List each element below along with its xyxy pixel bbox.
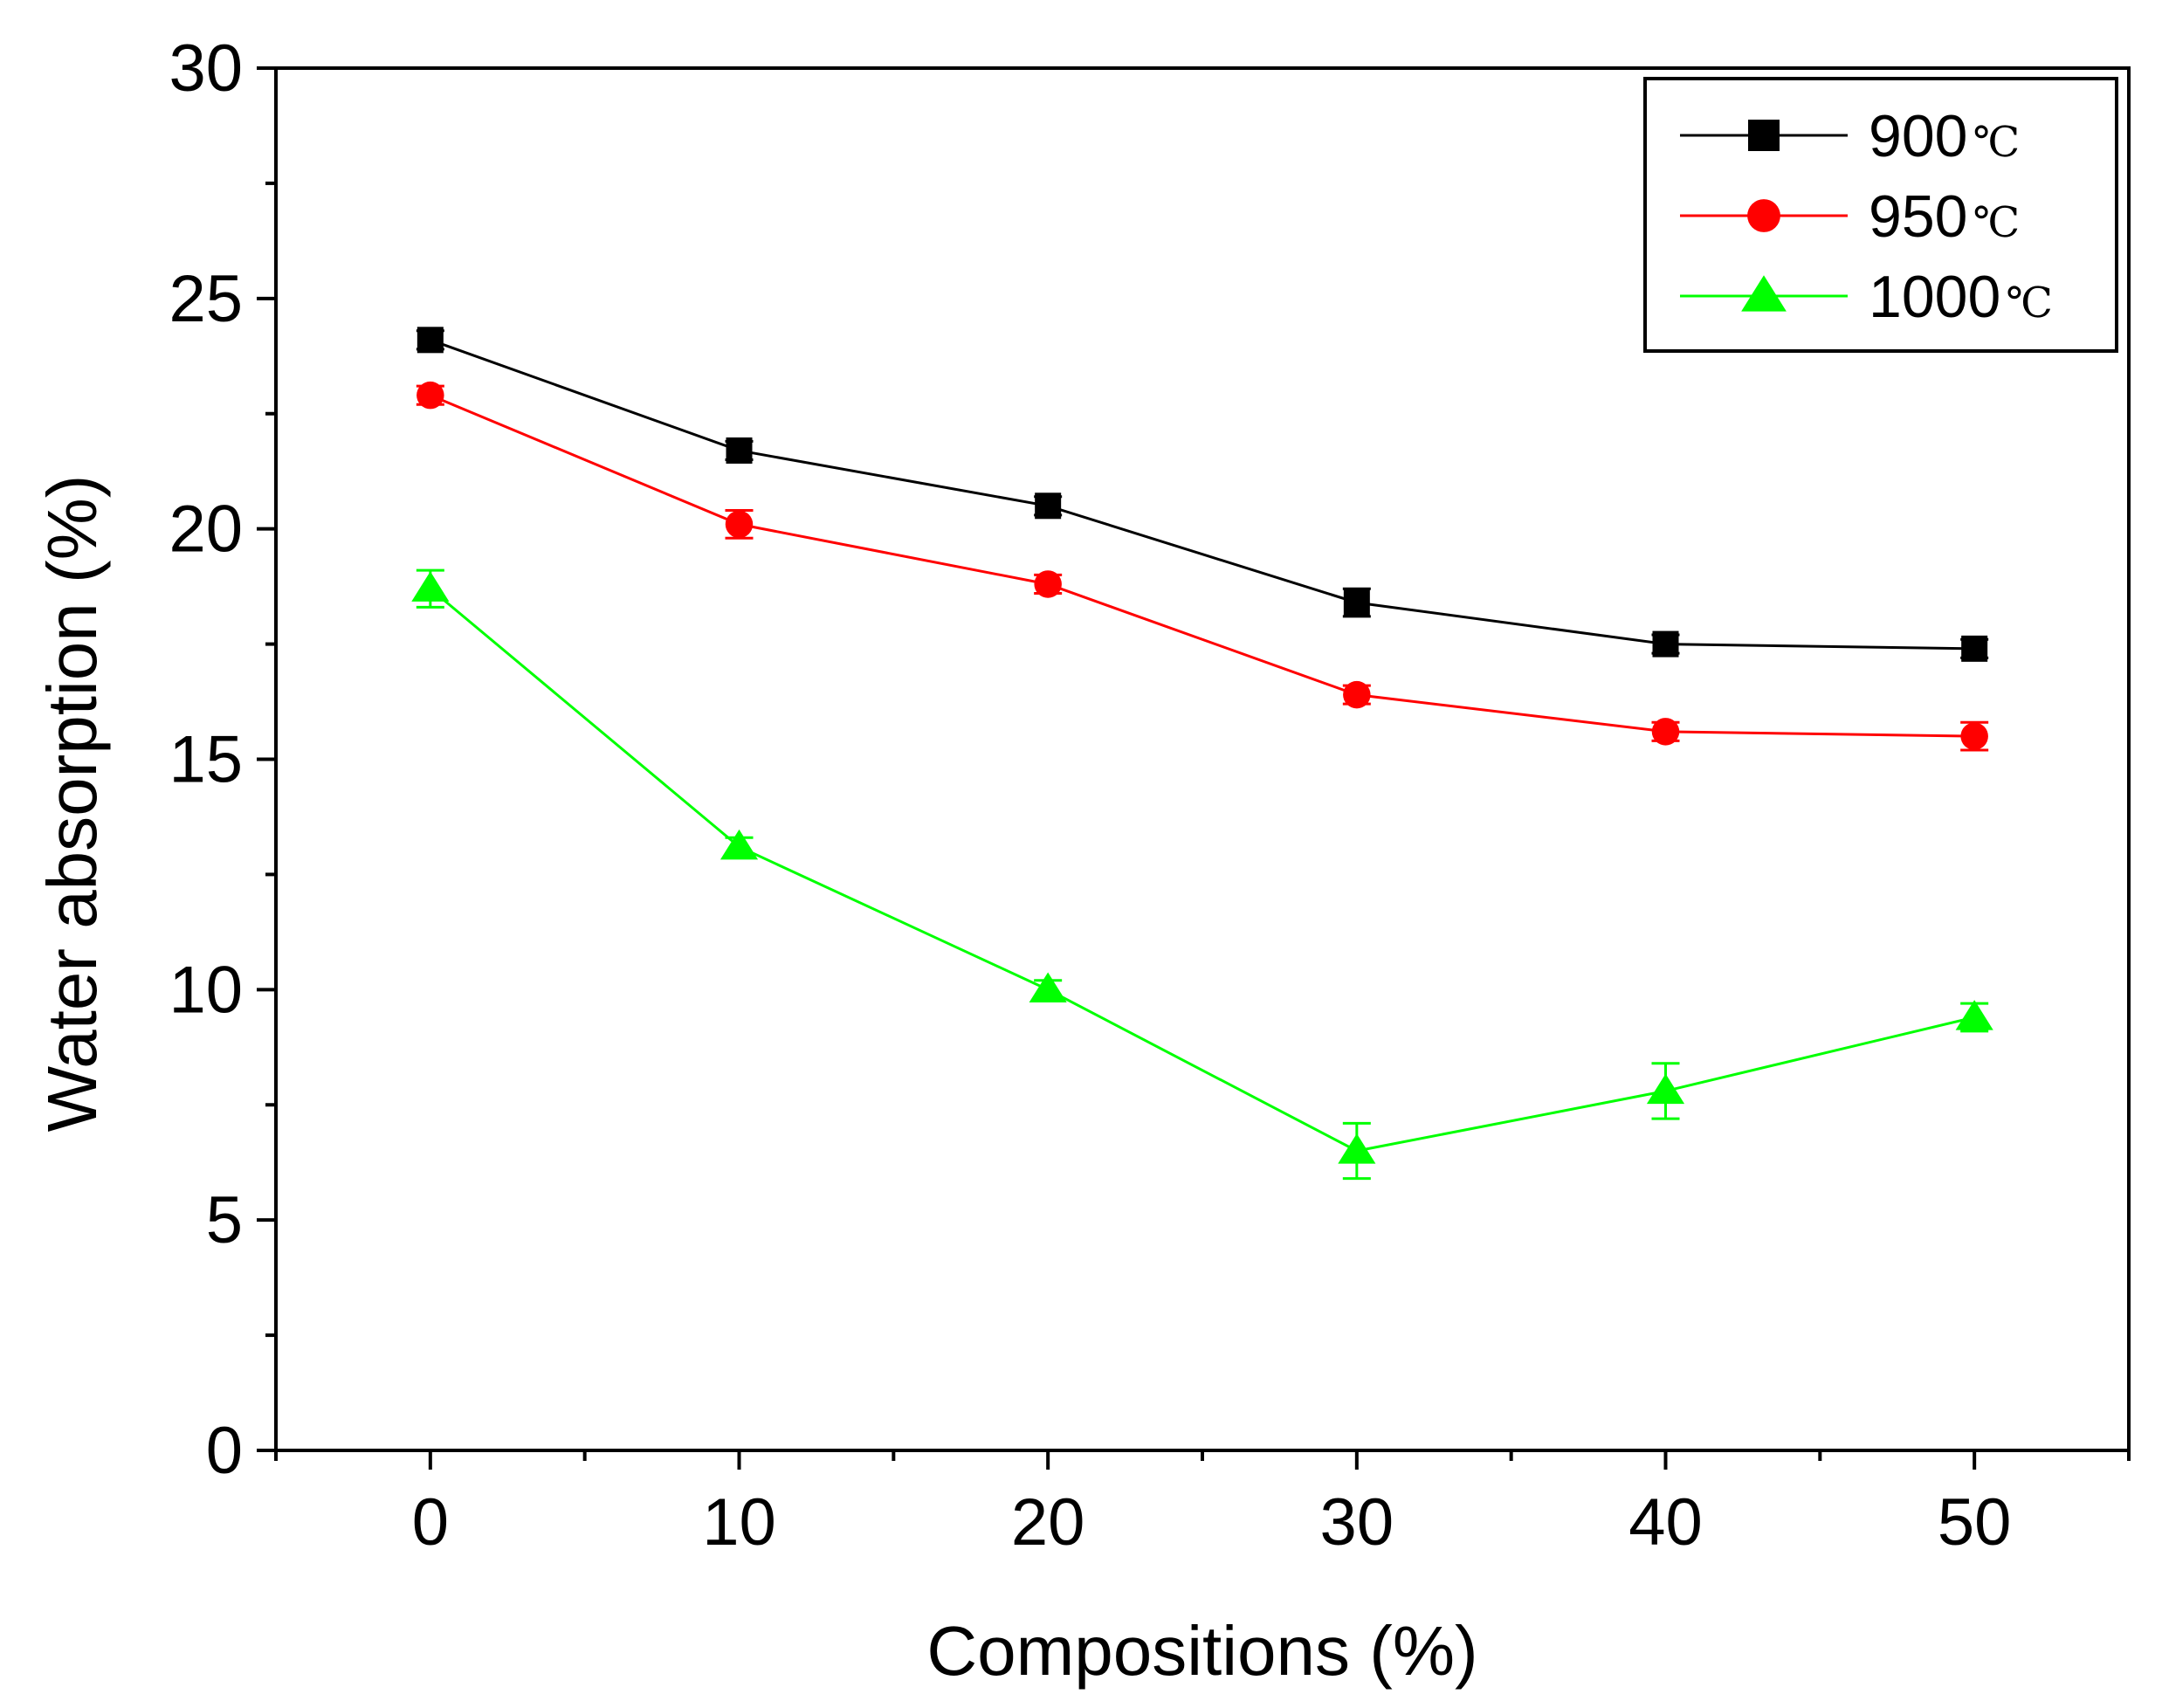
tick-marks	[257, 66, 2131, 1470]
y-axis-title: Water absorption (%)	[33, 475, 111, 1133]
y-tick-label: 30	[169, 31, 243, 106]
data-point	[1029, 972, 1067, 1002]
y-tick-label: 5	[206, 1183, 243, 1257]
x-tick-label: 50	[1938, 1485, 2012, 1560]
data-point	[1651, 718, 1680, 746]
series-950	[416, 381, 1989, 752]
y-tick-label: 20	[169, 492, 243, 567]
data-point	[417, 327, 444, 354]
data-point	[726, 437, 753, 464]
legend-marker	[1741, 275, 1787, 312]
series-900	[416, 327, 1989, 662]
data-point	[411, 571, 450, 602]
data-point	[1034, 570, 1062, 598]
data-point	[1961, 635, 1988, 662]
data-point	[720, 829, 759, 860]
data-point	[1955, 1000, 1993, 1030]
data-point	[1960, 722, 1988, 750]
x-tick-label: 30	[1320, 1485, 1394, 1560]
data-point	[1343, 680, 1371, 709]
data-point	[417, 381, 444, 410]
data-point	[1652, 630, 1679, 658]
x-tick-label: 10	[702, 1485, 776, 1560]
series-line	[430, 338, 1975, 651]
x-axis-title: Compositions (%)	[926, 1612, 1477, 1690]
legend-marker	[1748, 120, 1780, 151]
series-line	[429, 588, 1975, 1153]
series-1000	[411, 568, 1993, 1181]
y-tick-label: 0	[206, 1414, 243, 1488]
data-point	[1338, 1133, 1376, 1164]
data-point	[725, 510, 754, 539]
y-tick-label: 15	[169, 723, 243, 797]
y-tick-label: 10	[169, 953, 243, 1027]
data-point	[1646, 1073, 1685, 1105]
legend-marker	[1747, 199, 1780, 232]
data-point	[1343, 589, 1370, 616]
series	[411, 327, 1993, 1181]
x-tick-label: 0	[412, 1485, 449, 1560]
y-tick-label: 25	[169, 262, 243, 336]
x-tick-label: 40	[1628, 1485, 1703, 1560]
x-tick-label: 20	[1011, 1485, 1085, 1560]
data-point	[1035, 492, 1062, 520]
series-line	[430, 394, 1975, 738]
tick-labels: 0 5 10 15 20 25 30 0 10 20 30 40 50	[169, 31, 2011, 1560]
